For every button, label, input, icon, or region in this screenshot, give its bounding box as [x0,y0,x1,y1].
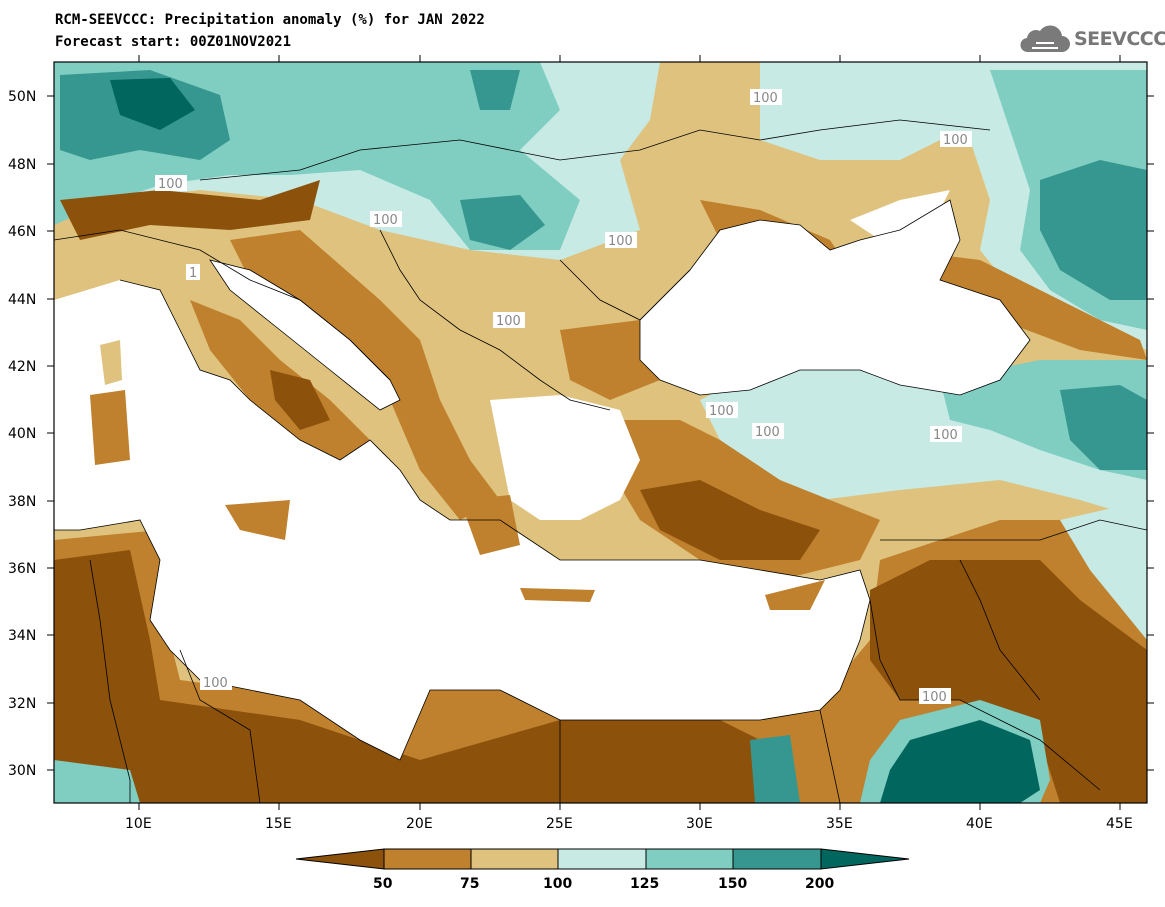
colorbar-tick-label: 150 [718,876,747,892]
logo-text: SEEVCCC [1074,28,1165,50]
contour-label: 100 [943,133,968,148]
colorbar-segment-75-100 [470,848,559,870]
wet-light-ukraine [760,62,960,160]
colorbar-tick-label: 200 [805,876,834,892]
contour-label: 100 [608,234,633,249]
lat-label: 50N [8,89,36,105]
dry-black-sea-west [560,320,660,400]
wet-east-iran [1060,500,1147,640]
contour-label: 100 [373,213,398,228]
lat-label: 36N [8,561,36,577]
lat-label: 38N [8,494,36,510]
colorbar-segment-150-200 [732,848,822,870]
colorbar-segment-50-75 [383,848,472,870]
wet-extreme-nw [110,78,195,130]
colorbar [295,848,910,870]
colorbar-segment-above-200 [820,848,910,870]
lon-label: 30E [686,816,713,832]
colorbar-tick-label: 125 [630,876,659,892]
lon-label: 20E [406,816,433,832]
cloud-icon [1020,25,1070,53]
contour-label: 100 [922,690,947,705]
aegean-sea [490,395,640,520]
contour-label: 100 [158,177,183,192]
lat-label: 32N [8,696,36,712]
colorbar-segment-100-125 [557,848,647,870]
lat-label: 42N [8,359,36,375]
contour-label: 1 [189,266,197,281]
contour-label: 100 [709,404,734,419]
lon-label: 10E [125,816,152,832]
lat-label: 30N [8,763,36,779]
colorbar-segment-125-150 [645,848,734,870]
lon-label: 35E [826,816,853,832]
lon-label: 15E [265,816,292,832]
adriatic-sea [210,260,400,410]
wet-libya-west [54,760,140,803]
dry-russia-south [900,250,1147,360]
lon-axis [138,55,1121,810]
colorbar-segment-below-50 [295,848,385,870]
lat-label: 34N [8,628,36,644]
black-sea [640,200,1030,395]
dry-strong-levant [870,560,1147,803]
wet-strong-caucasus [1060,385,1147,470]
colorbar-tick-label: 50 [373,876,393,892]
wet-sinai [750,735,800,803]
wet-strong-carpathian [460,195,545,250]
wet-strong-poland [470,70,520,110]
map-title: RCM-SEEVCCC: Precipitation anomaly (%) f… [55,12,485,28]
lat-labels: 50N 48N 46N 44N 42N 40N 38N 36N 34N 32N … [8,89,36,779]
dry-strong-africa [54,550,780,803]
lat-label: 40N [8,426,36,442]
contour-labels: 100 100 100 100 100 100 100 100 100 100 … [155,89,972,705]
corsica [100,340,122,385]
crete [520,588,595,602]
lon-label: 40E [966,816,993,832]
cyprus [765,580,825,610]
lat-label: 46N [8,224,36,240]
dry-balkans [230,230,500,520]
contour-label: 100 [203,676,228,691]
wet-strong-northeast [1040,160,1147,300]
contour-label: 100 [755,425,780,440]
dry-strong-alps [60,180,320,240]
dry-strong-anatolia [640,480,820,560]
sea-of-azov [850,190,950,240]
lat-label: 48N [8,157,36,173]
sicily [225,500,290,540]
sardinia [90,390,130,465]
peloponnese [460,495,520,555]
lat-axis [47,95,1154,771]
dry-strong-italy [270,370,330,430]
colorbar-tick-label: 100 [543,876,572,892]
lon-label: 25E [546,816,573,832]
wet-strong-arabia [880,720,1040,803]
lat-label: 44N [8,292,36,308]
forecast-start-label: Forecast start: 00Z01NOV2021 [55,34,292,50]
coastlines [54,199,1031,761]
seevccc-logo: SEEVCCC [1018,22,1165,56]
contour-label: 100 [933,428,958,443]
contour-label: 100 [753,91,778,106]
colorbar-labels: 50 75 100 125 150 200 [373,876,834,892]
map-field: 100 100 100 100 100 100 100 100 100 100 … [54,62,1147,803]
lon-label: 45E [1106,816,1133,832]
contour-label: 100 [496,314,521,329]
colorbar-tick-label: 75 [460,876,479,892]
lon-labels: 10E 15E 20E 25E 30E 35E 40E 45E [125,816,1133,832]
